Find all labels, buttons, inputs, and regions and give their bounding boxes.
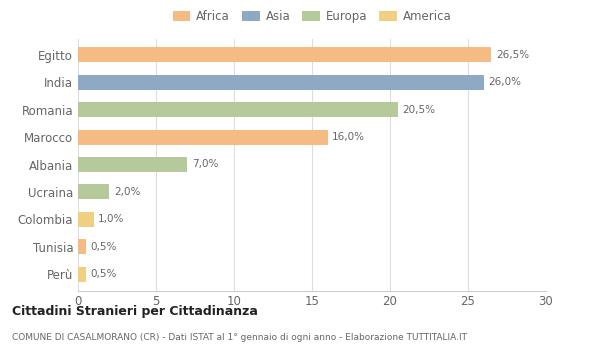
Bar: [78, 212, 94, 227]
Text: 7,0%: 7,0%: [192, 160, 218, 169]
Text: Cittadini Stranieri per Cittadinanza: Cittadini Stranieri per Cittadinanza: [12, 304, 258, 317]
Bar: [78, 267, 86, 282]
Text: 16,0%: 16,0%: [332, 132, 365, 142]
Bar: [78, 47, 491, 62]
Text: 26,0%: 26,0%: [488, 77, 521, 88]
Legend: Africa, Asia, Europa, America: Africa, Asia, Europa, America: [168, 5, 456, 28]
Text: 0,5%: 0,5%: [91, 241, 117, 252]
Text: COMUNE DI CASALMORANO (CR) - Dati ISTAT al 1° gennaio di ogni anno - Elaborazion: COMUNE DI CASALMORANO (CR) - Dati ISTAT …: [12, 332, 467, 342]
Text: 26,5%: 26,5%: [496, 50, 529, 60]
Bar: [78, 130, 328, 145]
Text: 20,5%: 20,5%: [403, 105, 436, 115]
Text: 0,5%: 0,5%: [91, 269, 117, 279]
Bar: [78, 239, 86, 254]
Bar: [78, 157, 187, 172]
Bar: [78, 184, 109, 200]
Text: 2,0%: 2,0%: [114, 187, 140, 197]
Text: 1,0%: 1,0%: [98, 214, 125, 224]
Bar: [78, 75, 484, 90]
Bar: [78, 102, 398, 117]
